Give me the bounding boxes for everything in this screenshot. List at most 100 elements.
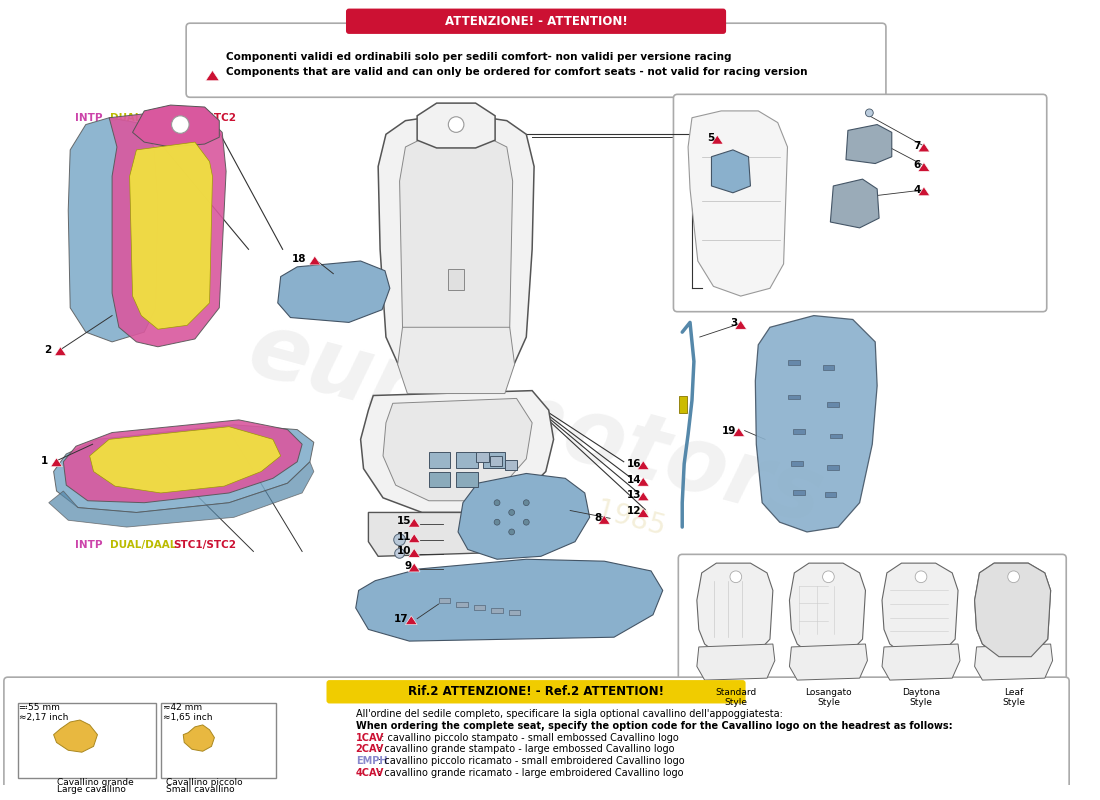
- Text: 8: 8: [594, 514, 602, 523]
- Text: 11: 11: [397, 532, 411, 542]
- Text: All'ordine del sedile completo, specificare la sigla optional cavallino dell'app: All'ordine del sedile completo, specific…: [355, 709, 782, 719]
- Polygon shape: [637, 509, 649, 518]
- Bar: [505, 460, 517, 470]
- Text: 17: 17: [394, 614, 408, 624]
- Text: : cavallino piccolo ricamato - small embroidered Cavallino logo: : cavallino piccolo ricamato - small emb…: [378, 756, 685, 766]
- Circle shape: [494, 500, 501, 506]
- Text: Losangato
Style: Losangato Style: [805, 688, 851, 707]
- Text: 5: 5: [707, 134, 714, 143]
- Polygon shape: [206, 70, 219, 81]
- Bar: [830, 434, 843, 438]
- Polygon shape: [637, 478, 649, 486]
- Bar: [789, 394, 800, 399]
- FancyBboxPatch shape: [679, 554, 1066, 714]
- Polygon shape: [64, 420, 302, 502]
- Text: 14: 14: [627, 475, 641, 486]
- Polygon shape: [417, 103, 495, 148]
- Text: 19: 19: [722, 426, 736, 435]
- Bar: [825, 492, 836, 497]
- Polygon shape: [109, 111, 227, 346]
- Polygon shape: [696, 563, 773, 657]
- Polygon shape: [975, 644, 1053, 680]
- Text: : cavallino grande stampato - large embossed Cavallino logo: : cavallino grande stampato - large embo…: [378, 744, 674, 754]
- Circle shape: [172, 116, 189, 134]
- Circle shape: [449, 117, 464, 132]
- Polygon shape: [130, 142, 212, 330]
- Polygon shape: [54, 425, 313, 513]
- Text: 12: 12: [627, 506, 641, 517]
- Text: passion since 1985: passion since 1985: [404, 445, 669, 541]
- Text: 16: 16: [627, 458, 641, 469]
- Text: 10: 10: [397, 546, 411, 557]
- Circle shape: [494, 519, 501, 525]
- Bar: [793, 429, 805, 434]
- Bar: [680, 395, 688, 413]
- Circle shape: [823, 571, 834, 582]
- Bar: [791, 461, 803, 466]
- Text: 2CAV: 2CAV: [355, 744, 384, 754]
- Text: ATTENZIONE! - ATTENTION!: ATTENZIONE! - ATTENTION!: [444, 14, 627, 28]
- Bar: [483, 452, 505, 468]
- Polygon shape: [637, 461, 649, 470]
- Polygon shape: [918, 187, 930, 196]
- Circle shape: [915, 571, 927, 582]
- Polygon shape: [368, 513, 536, 556]
- Polygon shape: [309, 256, 320, 265]
- Polygon shape: [399, 138, 513, 376]
- Text: Cavallino piccolo: Cavallino piccolo: [166, 778, 242, 786]
- Polygon shape: [918, 162, 930, 171]
- Text: 2: 2: [44, 345, 52, 354]
- Polygon shape: [132, 105, 219, 147]
- Polygon shape: [55, 346, 66, 355]
- Text: Rif.2 ATTENZIONE! - Ref.2 ATTENTION!: Rif.2 ATTENZIONE! - Ref.2 ATTENTION!: [408, 686, 664, 698]
- Polygon shape: [790, 644, 868, 680]
- Polygon shape: [184, 725, 214, 751]
- Text: Large cavallino: Large cavallino: [56, 786, 125, 794]
- Text: Leaf
Style: Leaf Style: [1002, 688, 1025, 707]
- Polygon shape: [383, 398, 532, 501]
- Polygon shape: [975, 563, 1050, 657]
- Polygon shape: [361, 390, 553, 513]
- Bar: [429, 471, 450, 487]
- Text: 18: 18: [292, 254, 306, 264]
- Bar: [823, 366, 834, 370]
- Polygon shape: [90, 426, 280, 493]
- Bar: [18, 703, 156, 778]
- Text: INTP: INTP: [75, 540, 102, 550]
- Polygon shape: [696, 644, 774, 680]
- Bar: [456, 602, 468, 607]
- Polygon shape: [598, 515, 611, 524]
- Polygon shape: [408, 518, 420, 527]
- Text: Daytona
Style: Daytona Style: [902, 688, 940, 707]
- FancyBboxPatch shape: [327, 680, 746, 703]
- Bar: [793, 490, 805, 495]
- FancyBboxPatch shape: [673, 94, 1047, 312]
- FancyBboxPatch shape: [346, 9, 726, 34]
- FancyBboxPatch shape: [4, 677, 1069, 790]
- Polygon shape: [48, 462, 313, 527]
- Bar: [474, 605, 485, 610]
- Bar: [475, 452, 490, 462]
- Bar: [492, 608, 503, 613]
- Polygon shape: [458, 474, 590, 559]
- Bar: [439, 598, 450, 603]
- Polygon shape: [378, 116, 535, 394]
- Polygon shape: [790, 563, 866, 657]
- Circle shape: [524, 500, 529, 506]
- Polygon shape: [830, 179, 879, 228]
- Bar: [456, 471, 477, 487]
- Polygon shape: [408, 563, 420, 572]
- Text: 7: 7: [914, 141, 921, 151]
- Text: Cavallino grande: Cavallino grande: [56, 778, 133, 786]
- Circle shape: [508, 510, 515, 515]
- Text: STC1/STC2: STC1/STC2: [174, 540, 236, 550]
- Text: euromotors: euromotors: [239, 306, 833, 544]
- Text: INTP: INTP: [75, 113, 102, 123]
- Text: DUAL/DAAL: DUAL/DAAL: [110, 540, 176, 550]
- Text: ≈1,65 inch: ≈1,65 inch: [163, 713, 212, 722]
- Text: STC1/STC2: STC1/STC2: [174, 113, 236, 123]
- Polygon shape: [397, 327, 515, 394]
- Polygon shape: [406, 616, 417, 625]
- Polygon shape: [637, 492, 649, 501]
- Polygon shape: [355, 559, 662, 641]
